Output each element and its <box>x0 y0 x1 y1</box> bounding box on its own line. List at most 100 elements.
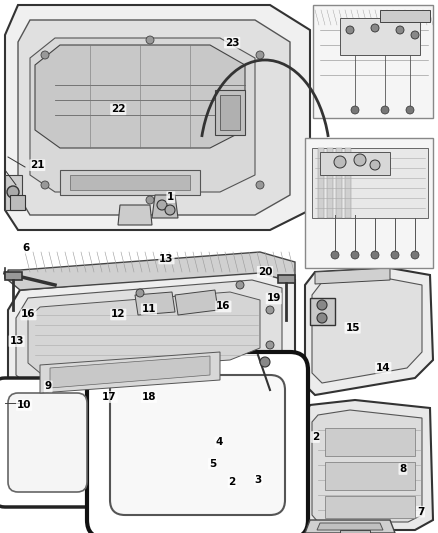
Polygon shape <box>305 520 395 533</box>
Polygon shape <box>135 292 175 315</box>
Polygon shape <box>305 138 433 268</box>
FancyBboxPatch shape <box>110 375 285 515</box>
Polygon shape <box>340 530 370 533</box>
Circle shape <box>334 156 346 168</box>
Text: 4: 4 <box>215 438 223 447</box>
Polygon shape <box>315 268 390 284</box>
Text: 1: 1 <box>167 192 174 202</box>
Polygon shape <box>336 148 342 218</box>
Polygon shape <box>220 95 240 130</box>
Circle shape <box>236 281 244 289</box>
Polygon shape <box>278 275 295 283</box>
Text: 17: 17 <box>102 392 117 402</box>
Polygon shape <box>320 152 390 175</box>
Polygon shape <box>60 170 200 195</box>
Polygon shape <box>318 148 324 218</box>
Circle shape <box>136 289 144 297</box>
Circle shape <box>7 186 19 198</box>
Polygon shape <box>35 45 245 148</box>
Polygon shape <box>175 290 218 315</box>
Text: 21: 21 <box>30 160 45 170</box>
FancyBboxPatch shape <box>0 378 102 507</box>
Polygon shape <box>313 5 433 118</box>
Circle shape <box>317 300 327 310</box>
Polygon shape <box>10 195 25 210</box>
Text: 9: 9 <box>45 382 52 391</box>
Polygon shape <box>30 38 255 192</box>
Text: 5: 5 <box>209 459 216 469</box>
Circle shape <box>346 26 354 34</box>
Polygon shape <box>305 400 433 530</box>
FancyBboxPatch shape <box>87 352 308 533</box>
Polygon shape <box>5 175 22 210</box>
Polygon shape <box>40 352 220 393</box>
Circle shape <box>260 357 270 367</box>
Circle shape <box>146 36 154 44</box>
Polygon shape <box>18 20 290 215</box>
Circle shape <box>256 51 264 59</box>
Polygon shape <box>152 195 178 218</box>
Polygon shape <box>345 148 351 218</box>
Text: 16: 16 <box>216 302 231 311</box>
Polygon shape <box>380 10 430 22</box>
Text: 2: 2 <box>312 432 319 442</box>
Polygon shape <box>325 428 415 456</box>
Polygon shape <box>8 270 295 395</box>
Polygon shape <box>317 523 383 530</box>
Polygon shape <box>16 280 282 385</box>
Text: 3: 3 <box>255 475 262 484</box>
Circle shape <box>396 26 404 34</box>
Polygon shape <box>5 272 22 280</box>
Polygon shape <box>50 356 210 388</box>
Text: 23: 23 <box>225 38 240 47</box>
Text: 12: 12 <box>111 310 126 319</box>
Polygon shape <box>305 268 433 395</box>
Text: 13: 13 <box>9 336 24 346</box>
Text: 19: 19 <box>267 294 281 303</box>
Circle shape <box>266 341 274 349</box>
Circle shape <box>266 306 274 314</box>
Circle shape <box>146 196 154 204</box>
Circle shape <box>411 31 419 39</box>
Circle shape <box>256 181 264 189</box>
Text: 20: 20 <box>258 267 272 277</box>
Text: 22: 22 <box>111 104 126 114</box>
Polygon shape <box>70 175 190 190</box>
Polygon shape <box>340 18 420 55</box>
Polygon shape <box>28 292 260 373</box>
Circle shape <box>317 313 327 323</box>
Circle shape <box>371 24 379 32</box>
Circle shape <box>351 106 359 114</box>
Circle shape <box>354 154 366 166</box>
Polygon shape <box>312 278 422 383</box>
Text: 15: 15 <box>345 323 360 333</box>
Text: 2: 2 <box>229 478 236 487</box>
Polygon shape <box>5 5 310 230</box>
Polygon shape <box>215 90 245 135</box>
FancyBboxPatch shape <box>8 393 87 492</box>
Text: 18: 18 <box>141 392 156 402</box>
Circle shape <box>351 251 359 259</box>
Circle shape <box>157 200 167 210</box>
Circle shape <box>370 160 380 170</box>
Text: 7: 7 <box>417 507 424 516</box>
Circle shape <box>41 51 49 59</box>
Circle shape <box>406 106 414 114</box>
Text: 14: 14 <box>376 363 391 373</box>
Text: 6: 6 <box>23 243 30 253</box>
Circle shape <box>41 181 49 189</box>
Polygon shape <box>312 410 422 522</box>
Text: 11: 11 <box>141 304 156 314</box>
Circle shape <box>371 251 379 259</box>
Text: 10: 10 <box>17 400 32 410</box>
Circle shape <box>381 106 389 114</box>
Polygon shape <box>325 462 415 490</box>
Polygon shape <box>325 496 415 518</box>
Circle shape <box>331 251 339 259</box>
Text: 13: 13 <box>159 254 174 263</box>
Polygon shape <box>312 148 428 218</box>
Circle shape <box>391 251 399 259</box>
Polygon shape <box>327 148 333 218</box>
Polygon shape <box>8 252 295 290</box>
Text: 8: 8 <box>399 464 406 474</box>
